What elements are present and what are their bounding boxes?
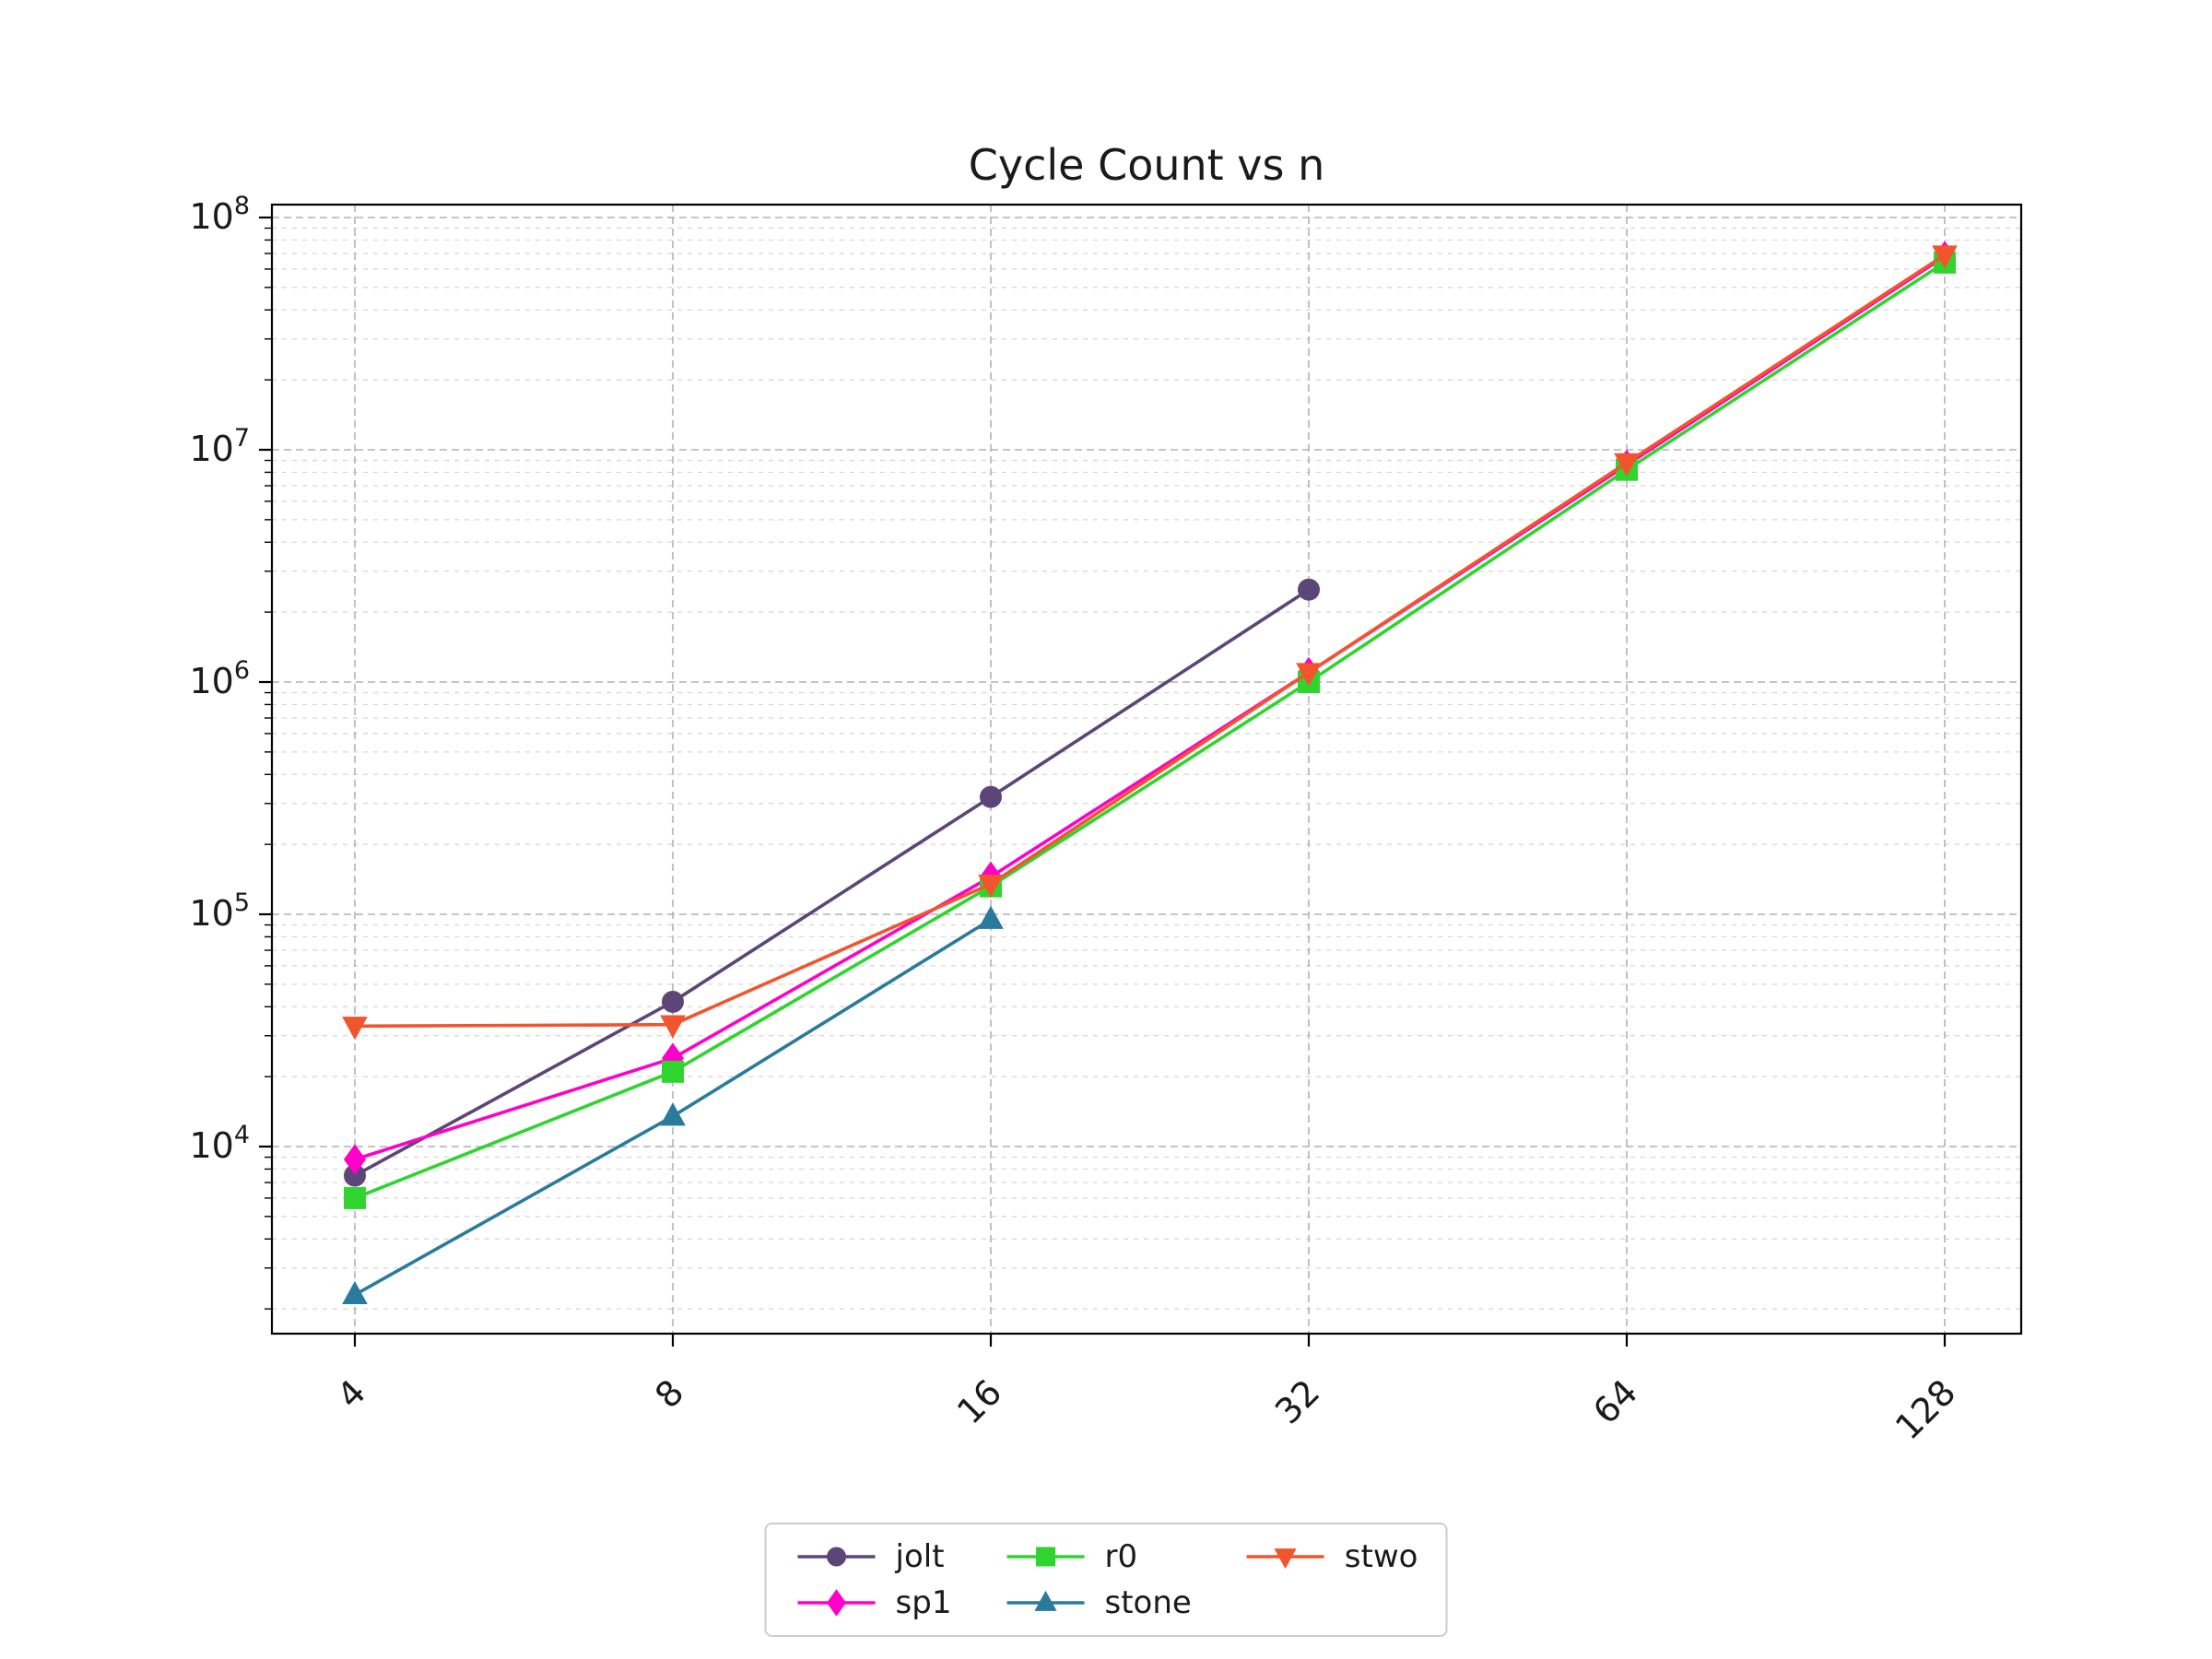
series-marker: [344, 1164, 366, 1187]
legend-column: stwo: [1243, 1541, 1418, 1572]
legend-item-stwo: stwo: [1243, 1541, 1418, 1572]
legend-item-r0: r0: [1003, 1541, 1191, 1572]
series-marker: [978, 874, 1004, 899]
series-marker: [662, 1060, 684, 1083]
x-axis-tick-label: 128: [1888, 1371, 1963, 1447]
legend-item-stone: stone: [1003, 1584, 1192, 1621]
legend-triangle-down-icon: [1246, 1548, 1324, 1570]
series-stone: [342, 905, 1004, 1305]
legend-circle-icon: [797, 1547, 876, 1567]
series-marker: [827, 1589, 847, 1617]
x-axis-tick-label: 8: [647, 1371, 691, 1416]
series-marker: [978, 905, 1004, 929]
legend-item-sp1: sp1: [794, 1584, 952, 1621]
axis-ticks: [259, 216, 1947, 1347]
legend: jolt sp1 r0 stone stwo: [764, 1523, 1448, 1637]
x-axis-tick-label: 64: [1585, 1371, 1645, 1431]
series-marker: [980, 785, 1002, 808]
y-axis-tick-label: 104: [189, 1121, 250, 1166]
chart-title: Cycle Count vs n: [968, 140, 1325, 190]
series-marker: [662, 990, 684, 1013]
x-axis-tick-label: 32: [1267, 1371, 1327, 1431]
series-marker: [1296, 663, 1322, 687]
series-marker: [1274, 1548, 1297, 1570]
legend-diamond-icon: [797, 1589, 876, 1617]
series-marker: [660, 1015, 686, 1039]
x-axis-tick-label: 16: [949, 1371, 1009, 1431]
y-minor-ticks: [265, 227, 272, 1310]
legend-label: stwo: [1344, 1538, 1418, 1575]
series-marker: [1932, 245, 1958, 269]
legend-triangle-up-icon: [1006, 1590, 1085, 1611]
series-sp1: [344, 241, 1956, 1175]
y-axis-tick-label: 108: [189, 192, 250, 237]
legend-square-icon: [1006, 1547, 1085, 1567]
legend-column: r0 stone: [1003, 1541, 1192, 1621]
series-line-jolt: [354, 588, 1310, 1178]
series-marker: [1614, 453, 1640, 477]
legend-label: jolt: [895, 1538, 945, 1575]
series-stwo: [342, 245, 1958, 1041]
legend-column: jolt sp1: [794, 1541, 952, 1621]
series-jolt: [344, 578, 1320, 1187]
y-axis-tick-label: 105: [189, 888, 250, 934]
legend-item-jolt: jolt: [794, 1541, 952, 1572]
legend-label: stone: [1104, 1584, 1192, 1621]
series-marker: [342, 1017, 368, 1041]
plot-border: [270, 203, 2023, 1335]
series-marker: [344, 1144, 366, 1175]
series-marker: [1298, 578, 1320, 601]
series-line-stwo: [354, 253, 1946, 1029]
x-axis-tick-label: 4: [329, 1371, 373, 1416]
series-r0: [344, 251, 1956, 1209]
series-marker: [344, 1186, 366, 1209]
series-marker: [660, 1102, 686, 1126]
series-line-r0: [354, 261, 1946, 1200]
major-gridlines: [272, 205, 2021, 1334]
y-axis-tick-label: 106: [189, 656, 250, 701]
legend-label: sp1: [895, 1584, 952, 1621]
series-marker: [1035, 1547, 1055, 1567]
series-marker: [1034, 1590, 1057, 1611]
legend-label: r0: [1104, 1538, 1138, 1575]
minor-gridlines: [272, 227, 2021, 1310]
series-marker: [342, 1280, 368, 1305]
series-marker: [827, 1547, 847, 1567]
y-axis-tick-label: 107: [189, 424, 250, 469]
series-line-sp1: [354, 254, 1946, 1161]
